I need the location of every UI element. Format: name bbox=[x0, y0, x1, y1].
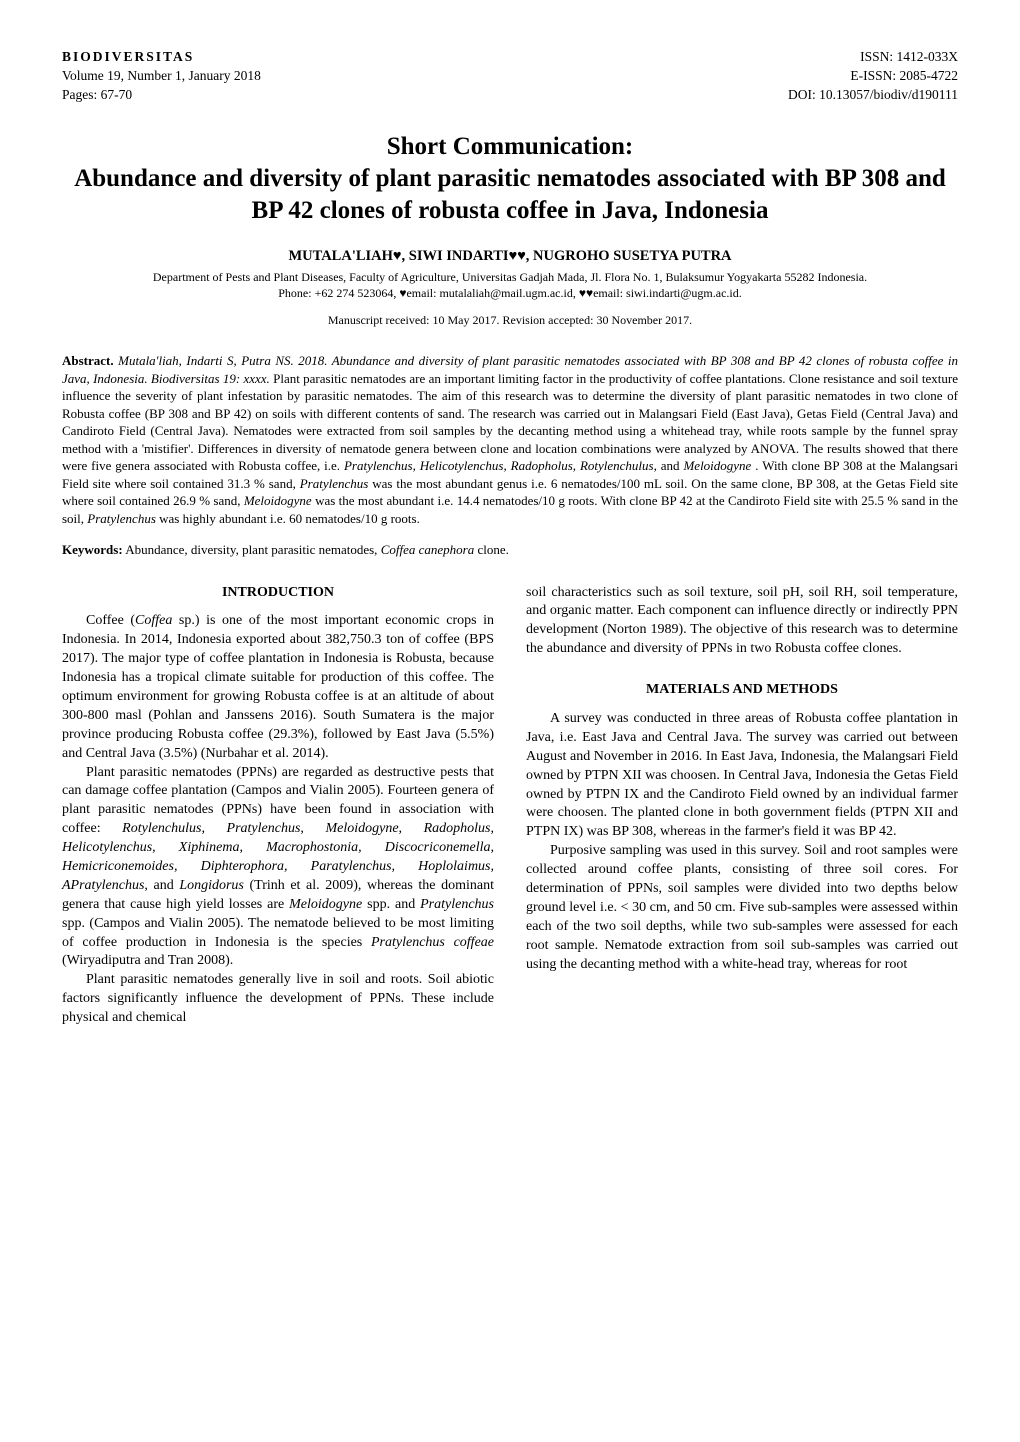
abstract-genus-4: Pratylenchus bbox=[87, 511, 156, 526]
column-spacer bbox=[526, 659, 958, 681]
intro-p2-genus3: Meloidogyne bbox=[289, 897, 362, 912]
journal-header: BIODIVERSITAS Volume 19, Number 1, Janua… bbox=[62, 48, 958, 105]
pages-line: Pages: 67-70 bbox=[62, 86, 261, 105]
keywords-line: Keywords: Abundance, diversity, plant pa… bbox=[62, 542, 958, 558]
intro-p2-genus4: Pratylenchus bbox=[420, 897, 494, 912]
doi-line: DOI: 10.13057/biodiv/d190111 bbox=[788, 86, 958, 105]
abstract-genera: Pratylenchus, Helicotylenchus, Radopholu… bbox=[344, 458, 661, 473]
intro-p2-d: spp. and bbox=[362, 897, 420, 912]
abstract-genus-2: Pratylenchus bbox=[300, 476, 369, 491]
keywords-label: Keywords: bbox=[62, 542, 123, 557]
keywords-text-2: clone. bbox=[477, 542, 508, 557]
intro-paragraph-3: Plant parasitic nematodes generally live… bbox=[62, 971, 494, 1028]
methods-heading: MATERIALS AND METHODS bbox=[526, 681, 958, 700]
header-right: ISSN: 1412-033X E-ISSN: 2085-4722 DOI: 1… bbox=[788, 48, 958, 105]
title-block: Short Communication: Abundance and diver… bbox=[62, 133, 958, 228]
intro-paragraph-1: Coffee (Coffea sp.) is one of the most i… bbox=[62, 612, 494, 763]
abstract-body-5: was highly abundant i.e. 60 nematodes/10… bbox=[159, 511, 420, 526]
left-column: INTRODUCTION Coffee (Coffea sp.) is one … bbox=[62, 584, 494, 1028]
abstract-label: Abstract. bbox=[62, 353, 114, 368]
intro-p2-b: , and bbox=[144, 878, 179, 893]
article-title: Abundance and diversity of plant parasit… bbox=[62, 163, 958, 228]
abstract-block: Abstract. Mutala'liah, Indarti S, Putra … bbox=[62, 352, 958, 527]
keywords-text-1: Abundance, diversity, plant parasitic ne… bbox=[125, 542, 380, 557]
affiliation-line-2: Phone: +62 274 523064, ♥email: mutalalia… bbox=[62, 285, 958, 301]
intro-paragraph-2: Plant parasitic nematodes (PPNs) are reg… bbox=[62, 764, 494, 972]
manuscript-dates: Manuscript received: 10 May 2017. Revisi… bbox=[62, 313, 958, 328]
volume-line: Volume 19, Number 1, January 2018 bbox=[62, 67, 261, 86]
methods-paragraph-1: A survey was conducted in three areas of… bbox=[526, 710, 958, 842]
journal-name: BIODIVERSITAS bbox=[62, 48, 261, 67]
header-left: BIODIVERSITAS Volume 19, Number 1, Janua… bbox=[62, 48, 261, 105]
intro-paragraph-3-cont: soil characteristics such as soil textur… bbox=[526, 584, 958, 660]
authors-line: MUTALA'LIAH♥, SIWI INDARTI♥♥, NUGROHO SU… bbox=[62, 248, 958, 265]
right-column: soil characteristics such as soil textur… bbox=[526, 584, 958, 1028]
eissn-line: E-ISSN: 2085-4722 bbox=[788, 67, 958, 86]
introduction-heading: INTRODUCTION bbox=[62, 584, 494, 603]
abstract-genus-last: Meloidogyne bbox=[683, 458, 751, 473]
keywords-italic: Coffea canephora bbox=[381, 542, 475, 557]
intro-p1-b: sp.) is one of the most important econom… bbox=[62, 613, 494, 760]
short-communication-label: Short Communication: bbox=[62, 133, 958, 161]
methods-paragraph-2: Purposive sampling was used in this surv… bbox=[526, 842, 958, 974]
intro-p1-italic: Coffea bbox=[135, 613, 172, 628]
affiliation-line-1: Department of Pests and Plant Diseases, … bbox=[62, 269, 958, 285]
two-column-body: INTRODUCTION Coffee (Coffea sp.) is one … bbox=[62, 584, 958, 1028]
abstract-and: and bbox=[661, 458, 684, 473]
abstract-genus-3: Meloidogyne bbox=[244, 493, 312, 508]
intro-p2-f: (Wiryadiputra and Tran 2008). bbox=[62, 953, 233, 968]
affiliation-block: Department of Pests and Plant Diseases, … bbox=[62, 269, 958, 301]
issn-line: ISSN: 1412-033X bbox=[788, 48, 958, 67]
intro-p1-a: Coffee ( bbox=[86, 613, 135, 628]
intro-p2-genus5: Pratylenchus coffeae bbox=[371, 935, 494, 950]
intro-p2-genus2: Longidorus bbox=[179, 878, 244, 893]
